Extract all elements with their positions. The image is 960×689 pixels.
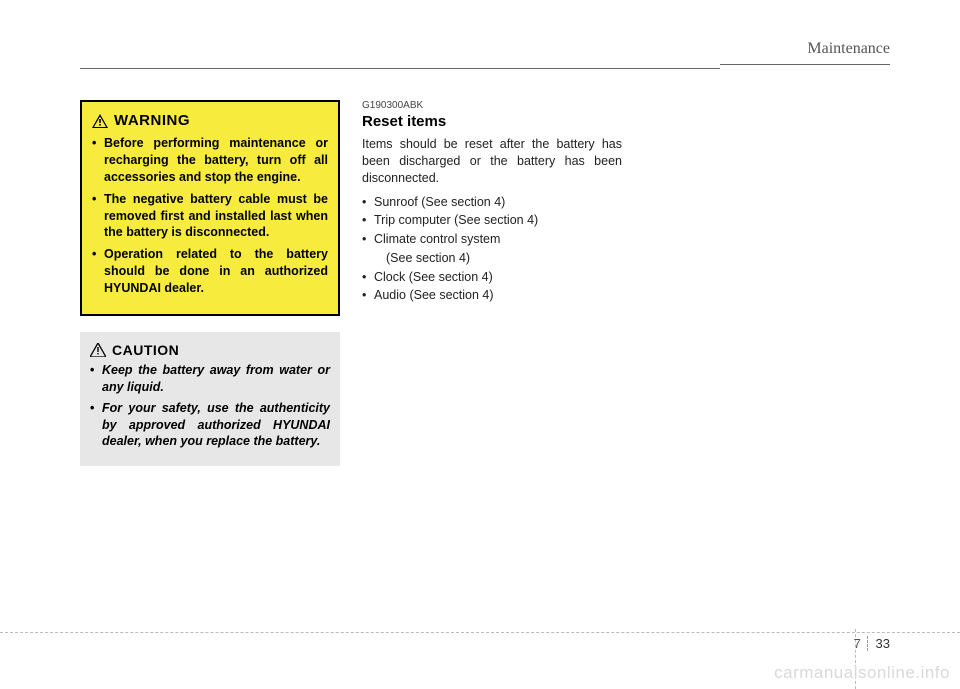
- cut-line: [0, 632, 960, 633]
- reset-item: Sunroof (See section 4): [362, 193, 622, 212]
- column-left: WARNING Before performing maintenance or…: [80, 100, 340, 466]
- reset-item: Trip computer (See section 4): [362, 211, 622, 230]
- caution-icon: [90, 343, 106, 357]
- reset-list: Sunroof (See section 4) Trip computer (S…: [362, 193, 622, 306]
- section-code: G190300ABK: [362, 100, 622, 111]
- chapter-number: 7: [854, 636, 868, 651]
- page-header: Maintenance: [80, 40, 890, 80]
- reset-item: Climate control system (See section 4): [362, 230, 622, 268]
- warning-item: Operation related to the battery should …: [92, 246, 328, 297]
- reset-item: Audio (See section 4): [362, 286, 622, 305]
- warning-box: WARNING Before performing maintenance or…: [80, 100, 340, 316]
- caution-item: For your safety, use the authenticity by…: [90, 400, 330, 451]
- header-rule: [80, 68, 720, 69]
- page-footer: 7 33: [854, 636, 890, 651]
- reset-item-sub: (See section 4): [374, 249, 622, 268]
- watermark: carmanualsonline.info: [774, 663, 950, 683]
- column-right: G190300ABK Reset items Items should be r…: [362, 100, 622, 466]
- reset-item-label: Climate control system: [374, 232, 500, 246]
- warning-item: The negative battery cable must be remov…: [92, 191, 328, 242]
- header-rule: [720, 64, 890, 65]
- warning-title-row: WARNING: [92, 112, 328, 129]
- caution-item: Keep the battery away from water or any …: [90, 362, 330, 396]
- caution-box: CAUTION Keep the battery away from water…: [80, 332, 340, 466]
- reset-item: Clock (See section 4): [362, 268, 622, 287]
- page: Maintenance WARNING: [0, 0, 960, 689]
- page-number: 33: [876, 636, 890, 651]
- warning-title: WARNING: [114, 112, 190, 129]
- caution-title: CAUTION: [112, 342, 179, 358]
- warning-icon: [92, 114, 108, 128]
- section-intro: Items should be reset after the battery …: [362, 136, 622, 187]
- content-columns: WARNING Before performing maintenance or…: [80, 100, 890, 466]
- header-title: Maintenance: [807, 40, 890, 58]
- warning-list: Before performing maintenance or recharg…: [92, 135, 328, 297]
- section-heading: Reset items: [362, 113, 622, 130]
- caution-list: Keep the battery away from water or any …: [90, 362, 330, 450]
- warning-item: Before performing maintenance or recharg…: [92, 135, 328, 186]
- caution-title-row: CAUTION: [90, 342, 330, 358]
